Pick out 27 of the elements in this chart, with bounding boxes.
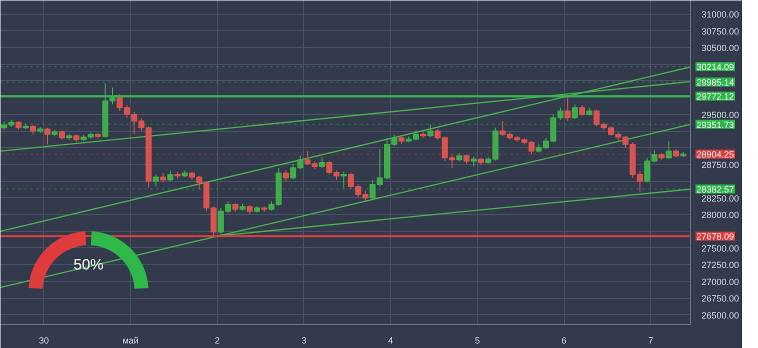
ref-line-label: 28904.25: [696, 150, 734, 160]
x-tick-label: май: [122, 336, 139, 346]
ref-line-label: 29985.14: [696, 77, 734, 88]
x-tick-label: 5: [474, 336, 480, 346]
x-tick-label: 3: [301, 336, 306, 346]
y-tick-label: 26750.00: [702, 294, 740, 304]
ref-line-label: 30214.09: [696, 62, 734, 72]
y-tick-label: 29500.00: [702, 110, 740, 120]
x-tick-label: 30: [38, 336, 49, 346]
y-tick-label: 28750.00: [702, 160, 740, 170]
ref-line-label: 28382.57: [696, 184, 734, 195]
ref-line-label: 29351.73: [696, 120, 734, 130]
y-tick-label: 27500.00: [702, 243, 740, 254]
x-tick-label: 4: [388, 336, 394, 346]
ref-line-label: 27678.09: [696, 232, 734, 242]
y-tick-label: 26500.00: [702, 310, 740, 320]
y-tick-label: 27000.00: [702, 276, 740, 287]
y-tick-label: 28250.00: [702, 193, 740, 204]
y-tick-label: 31000.00: [702, 10, 740, 20]
ref-line-label: 29772.12: [696, 92, 734, 102]
y-tick-label: 30750.00: [702, 26, 740, 36]
y-tick-label: 30500.00: [702, 43, 740, 54]
x-tick-label: 2: [214, 336, 220, 346]
y-tick-label: 27250.00: [702, 260, 740, 270]
y-tick-label: 28000.00: [702, 210, 740, 220]
x-tick-label: 6: [562, 336, 567, 346]
x-tick-label: 7: [648, 336, 654, 346]
